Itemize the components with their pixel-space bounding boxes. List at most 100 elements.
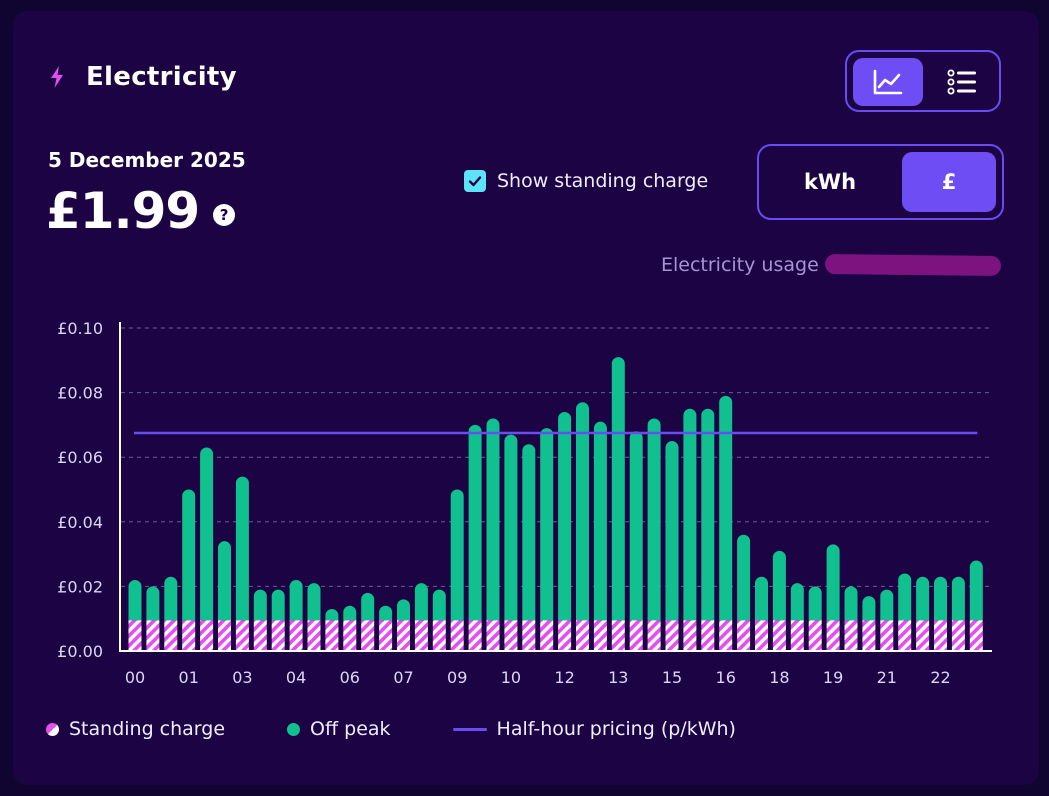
x-tick-label: 19 <box>823 668 843 687</box>
off-peak-bar[interactable] <box>934 576 947 621</box>
off-peak-bar[interactable] <box>898 573 912 621</box>
off-peak-bar[interactable] <box>593 421 607 621</box>
off-peak-bar[interactable] <box>146 586 160 621</box>
kwh-unit-button[interactable]: kWh <box>803 170 857 194</box>
off-peak-bar[interactable] <box>844 586 858 621</box>
off-peak-bar[interactable] <box>737 534 751 621</box>
off-peak-bar[interactable] <box>325 609 339 621</box>
y-tick-label: £0.00 <box>57 642 103 661</box>
checkmark-icon <box>468 176 482 187</box>
off-peak-bar[interactable] <box>683 408 697 621</box>
standing-charge-bar <box>540 620 554 651</box>
off-peak-bar[interactable] <box>253 589 267 621</box>
off-peak-bar[interactable] <box>951 576 965 621</box>
standing-charge-bar <box>969 620 983 651</box>
off-peak-bar[interactable] <box>665 441 679 621</box>
unit-toggle: kWh £ <box>757 144 1004 220</box>
off-peak-bar[interactable] <box>432 589 446 621</box>
x-tick-label: 01 <box>179 668 199 687</box>
view-toggle <box>845 50 1001 112</box>
off-peak-bar[interactable] <box>719 395 733 621</box>
y-tick-label: £0.10 <box>57 319 103 338</box>
standing-charge-bar <box>414 620 428 651</box>
standing-charge-bar <box>790 620 804 651</box>
standing-charge-bar <box>898 620 912 651</box>
off-peak-bar[interactable] <box>235 476 249 621</box>
standing-charge-bar <box>200 620 214 651</box>
standing-charge-bar <box>379 620 393 651</box>
off-peak-bar[interactable] <box>486 418 500 621</box>
off-peak-bar[interactable] <box>826 544 840 621</box>
x-tick-label: 22 <box>930 668 950 687</box>
off-peak-bar[interactable] <box>611 357 625 621</box>
pound-unit-button[interactable]: £ <box>902 152 996 212</box>
standing-charge-toggle[interactable]: Show standing charge <box>464 170 708 192</box>
off-peak-bar[interactable] <box>361 592 375 621</box>
y-tick-label: £0.04 <box>57 513 103 532</box>
help-icon[interactable]: ? <box>213 204 236 226</box>
standing-charge-bar <box>522 620 536 651</box>
off-peak-bar[interactable] <box>397 599 410 621</box>
pricing-line-swatch <box>452 727 487 731</box>
off-peak-bar[interactable] <box>271 589 285 621</box>
off-peak-bar[interactable] <box>808 586 822 621</box>
off-peak-bar[interactable] <box>790 583 804 621</box>
amount-row: £1.99 ? <box>46 182 236 240</box>
off-peak-bar[interactable] <box>629 431 643 621</box>
off-peak-bar[interactable] <box>772 550 786 621</box>
off-peak-bar[interactable] <box>307 583 321 621</box>
usage-row: Electricity usage <box>661 254 1001 276</box>
off-peak-bar[interactable] <box>880 589 894 621</box>
off-peak-bar[interactable] <box>414 583 428 621</box>
usage-label: Electricity usage <box>661 254 819 276</box>
list-view-button[interactable] <box>927 58 997 106</box>
off-peak-bar[interactable] <box>701 408 715 621</box>
list-icon <box>947 69 976 95</box>
off-peak-bar[interactable] <box>289 579 303 621</box>
standing-charge-bar <box>504 620 518 651</box>
standing-charge-checkbox[interactable] <box>464 170 486 192</box>
x-tick-label: 13 <box>608 668 628 687</box>
line-chart-icon <box>873 69 903 95</box>
standing-charge-bar <box>611 620 625 651</box>
y-tick-label: £0.02 <box>57 577 103 596</box>
off-peak-bar[interactable] <box>522 444 536 621</box>
off-peak-bar[interactable] <box>558 411 572 621</box>
legend-pricing: Half-hour pricing (p/kWh) <box>452 718 736 740</box>
off-peak-bar[interactable] <box>504 434 518 621</box>
off-peak-bar[interactable] <box>862 596 876 621</box>
off-peak-bar[interactable] <box>576 402 589 621</box>
y-tick-label: £0.08 <box>57 384 103 403</box>
standing-charge-bar <box>701 620 715 651</box>
standing-charge-bar <box>808 620 822 651</box>
total-cost: £1.99 <box>46 182 200 240</box>
off-peak-bar[interactable] <box>647 418 661 621</box>
off-peak-bar[interactable] <box>128 579 142 621</box>
off-peak-bar[interactable] <box>218 541 231 621</box>
lightning-icon <box>51 66 63 88</box>
standing-charge-bar <box>146 620 160 651</box>
electricity-card <box>13 11 1039 785</box>
standing-charge-label: Show standing charge <box>497 170 709 192</box>
graph-view-button[interactable] <box>853 58 923 106</box>
standing-charge-bar <box>880 620 894 651</box>
off-peak-bar[interactable] <box>379 605 393 621</box>
off-peak-bar[interactable] <box>755 576 768 621</box>
off-peak-bar[interactable] <box>540 428 554 621</box>
off-peak-bar[interactable] <box>164 576 178 621</box>
off-peak-bar[interactable] <box>200 447 214 621</box>
standing-charge-bar <box>289 620 303 651</box>
standing-charge-bar <box>629 620 643 651</box>
x-tick-label: 00 <box>125 668 145 687</box>
off-peak-bar[interactable] <box>182 489 196 621</box>
off-peak-bar[interactable] <box>969 560 983 621</box>
off-peak-bar[interactable] <box>343 605 357 621</box>
off-peak-bar[interactable] <box>468 424 482 621</box>
off-peak-bar[interactable] <box>450 489 464 621</box>
off-peak-bar[interactable] <box>916 576 930 621</box>
standing-charge-bar <box>647 620 661 651</box>
standing-charge-bar <box>755 620 768 651</box>
standing-charge-bar <box>182 620 196 651</box>
x-tick-label: 15 <box>662 668 682 687</box>
standing-charge-bar <box>164 620 178 651</box>
